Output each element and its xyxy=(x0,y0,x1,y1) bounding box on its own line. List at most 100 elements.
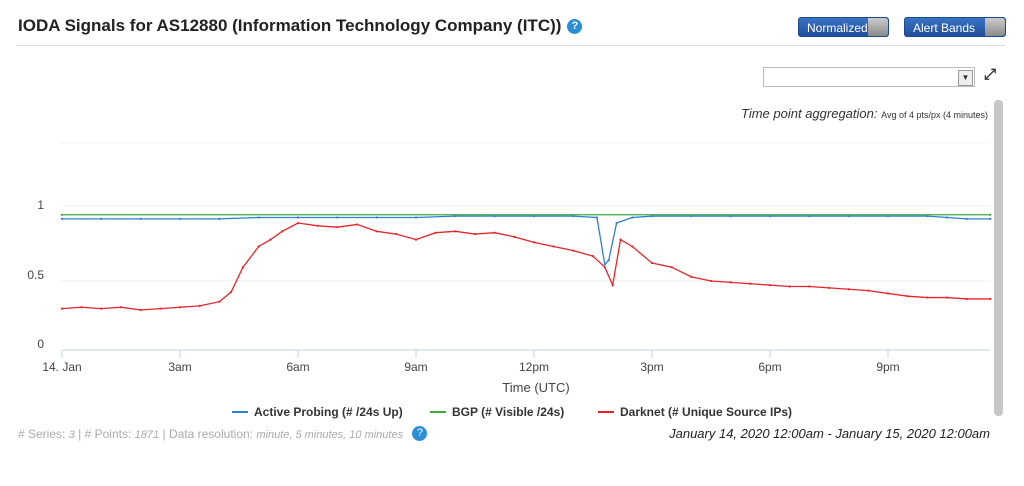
x-tick-label: 12pm xyxy=(519,360,549,374)
data-point xyxy=(788,285,791,288)
fullscreen-icon[interactable]: ⤢ xyxy=(984,66,997,83)
chart-stats: # Series: 3 | # Points: 1871 | Data reso… xyxy=(18,426,428,441)
divider xyxy=(16,45,1006,46)
legend-item: Active Probing (# /24s Up) xyxy=(254,405,403,419)
normalized-toggle[interactable]: Normalized xyxy=(798,17,889,37)
data-point xyxy=(989,297,992,301)
data-point xyxy=(827,286,831,289)
data-point xyxy=(513,235,516,238)
data-point xyxy=(230,290,233,294)
x-tick-label: 3pm xyxy=(640,360,663,374)
data-point xyxy=(60,307,64,310)
x-tick-label: 6am xyxy=(286,360,309,374)
data-point xyxy=(198,304,201,307)
x-tick-label: 9pm xyxy=(876,360,899,374)
x-tick-label: 9am xyxy=(404,360,427,374)
data-point xyxy=(729,215,732,218)
data-point xyxy=(572,249,575,252)
question-circle-icon[interactable]: ? xyxy=(412,426,428,441)
x-tick-label: 14. Jan xyxy=(42,360,81,374)
data-point xyxy=(768,215,772,218)
data-point xyxy=(615,221,618,225)
data-point xyxy=(611,284,614,287)
data-point xyxy=(906,295,909,298)
legend-item: BGP (# Visible /24s) xyxy=(452,405,564,419)
data-point xyxy=(965,297,968,301)
data-point xyxy=(355,223,359,226)
data-point xyxy=(493,231,496,234)
data-point xyxy=(847,215,850,218)
data-point xyxy=(473,232,477,236)
data-point xyxy=(926,296,929,299)
data-point xyxy=(375,230,378,233)
legend-item: Darknet (# Unique Source IPs) xyxy=(620,405,792,419)
data-point xyxy=(631,216,634,219)
data-point xyxy=(454,215,457,218)
aggregation-info: Time point aggregation: Avg of 4 pts/px … xyxy=(741,106,988,121)
data-point xyxy=(454,230,457,233)
data-point xyxy=(100,217,103,220)
question-circle-icon[interactable]: ? xyxy=(567,19,583,34)
data-point xyxy=(336,216,339,219)
y-tick-label: 1 xyxy=(37,198,44,212)
data-point xyxy=(847,288,850,291)
data-point xyxy=(218,300,221,303)
time-range: January 14, 2020 12:00am - January 15, 2… xyxy=(669,426,990,441)
series-line-2 xyxy=(61,222,991,311)
scrollbar[interactable] xyxy=(994,100,1003,416)
data-point xyxy=(296,216,300,219)
data-point xyxy=(690,215,693,218)
data-point xyxy=(532,215,536,218)
data-point xyxy=(336,226,339,229)
data-point xyxy=(316,224,319,227)
series-select[interactable]: ▼ xyxy=(763,67,975,87)
y-tick-label: 0.5 xyxy=(27,268,44,282)
data-point xyxy=(591,255,595,258)
data-point xyxy=(414,238,418,241)
data-point xyxy=(690,275,693,278)
data-point xyxy=(139,217,142,220)
data-point xyxy=(607,259,610,262)
data-point xyxy=(808,215,811,218)
x-axis-label: Time (UTC) xyxy=(502,380,569,395)
data-point xyxy=(139,308,142,312)
data-point xyxy=(709,279,713,283)
data-point xyxy=(218,217,221,220)
data-point xyxy=(808,285,811,288)
data-point xyxy=(281,230,284,233)
data-point xyxy=(60,217,64,220)
data-point xyxy=(269,238,272,241)
data-point xyxy=(80,306,83,309)
data-point xyxy=(945,216,949,219)
data-point xyxy=(159,307,162,310)
data-point xyxy=(119,306,123,309)
chevron-down-icon: ▼ xyxy=(958,70,973,86)
data-point xyxy=(257,245,260,248)
data-point xyxy=(595,216,599,219)
data-point xyxy=(945,296,949,299)
data-point xyxy=(375,216,378,219)
data-point xyxy=(989,213,992,216)
data-point xyxy=(552,245,555,248)
data-point xyxy=(434,231,437,234)
data-point xyxy=(178,217,182,220)
data-point xyxy=(414,216,418,219)
data-point xyxy=(257,216,260,219)
data-point xyxy=(619,238,622,241)
data-point xyxy=(296,221,300,225)
data-point xyxy=(965,217,968,220)
x-tick-label: 3am xyxy=(168,360,191,374)
data-point xyxy=(178,306,182,309)
series-line-0 xyxy=(62,215,991,266)
data-point xyxy=(60,213,64,216)
data-point xyxy=(886,215,890,218)
data-point xyxy=(886,292,890,295)
data-point xyxy=(867,289,870,292)
alert-bands-toggle[interactable]: Alert Bands xyxy=(904,17,1006,37)
data-point xyxy=(989,217,992,220)
data-point xyxy=(395,232,398,236)
data-point xyxy=(670,266,673,269)
data-point xyxy=(650,215,654,218)
page-title: IODA Signals for AS12880 (Information Te… xyxy=(18,16,583,36)
